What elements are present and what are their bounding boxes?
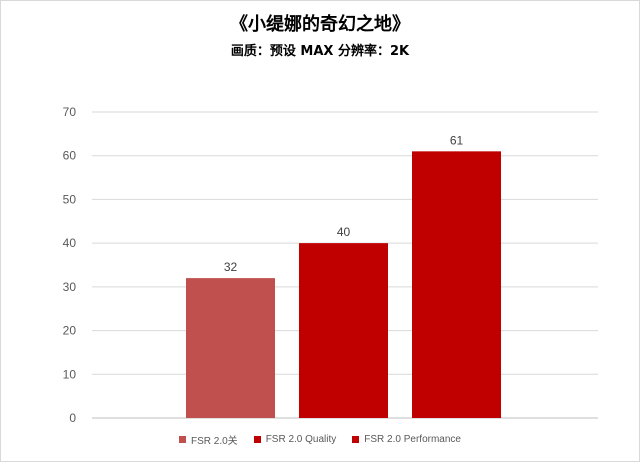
data-label: 40 [337,225,351,239]
legend-item: FSR 2.0 Quality [253,432,337,447]
bar-2 [299,243,388,418]
bar-1 [186,278,275,418]
y-tick-label: 60 [63,149,77,163]
legend-swatch [253,436,261,443]
chart-legend: FSR 2.0关 FSR 2.0 Quality FSR 2.0 Performan… [0,432,640,447]
y-tick-label: 40 [63,236,77,250]
bar-3 [412,151,501,419]
legend-item: FSR 2.0关 [179,432,238,447]
y-tick-label: 30 [63,280,77,294]
legend-label: FSR 2.0关 [191,436,238,447]
data-label: 61 [450,133,464,147]
y-tick-label: 70 [63,105,77,119]
y-tick-label: 0 [69,411,76,425]
legend-swatch [179,436,186,443]
legend-item: FSR 2.0 Performance [352,432,461,447]
legend-label: FSR 2.0 Quality [265,434,337,445]
legend-swatch [352,436,360,443]
y-tick-label: 10 [63,367,77,381]
legend-label: FSR 2.0 Performance [364,434,461,445]
y-tick-label: 20 [63,324,77,338]
data-label: 32 [224,260,238,274]
y-tick-label: 50 [63,192,77,206]
chart-subtitle: 画质：预设 MAX 分辨率：2K [230,44,410,59]
chart-title: 《小缇娜的奇幻之地》 [230,14,410,35]
